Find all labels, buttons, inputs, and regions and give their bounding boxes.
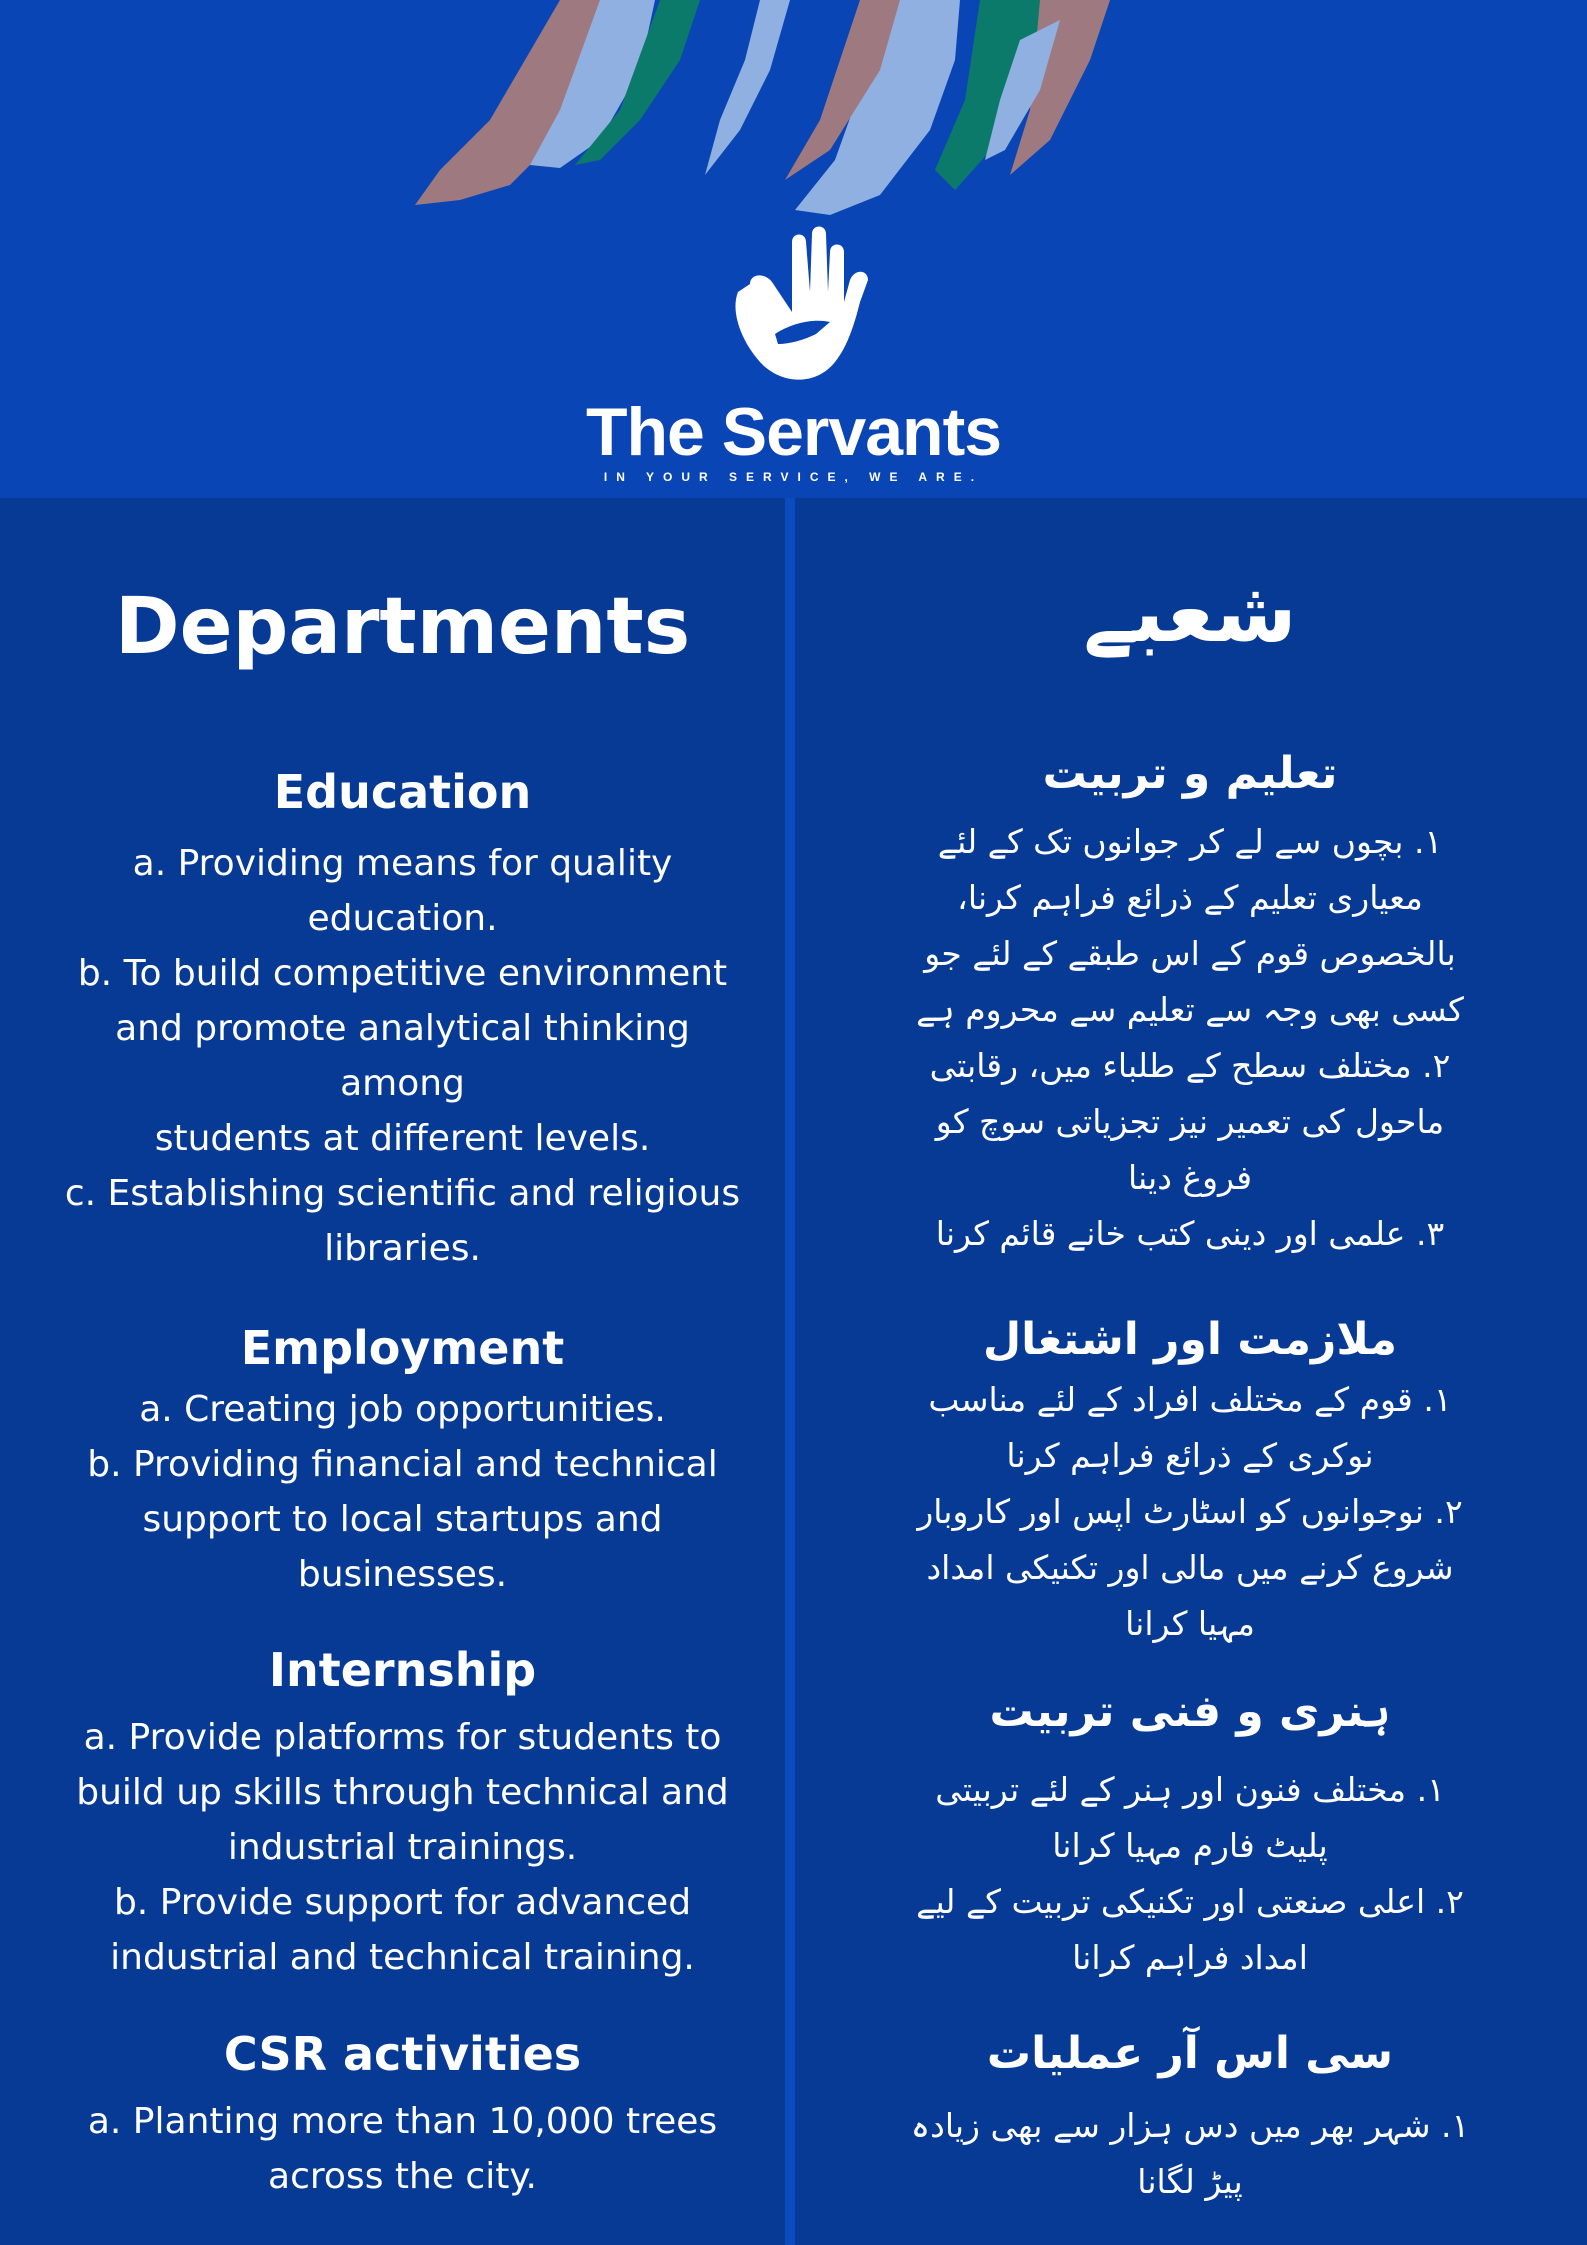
urdu-education-text: ١. بچوں سے لے کر جوانوں تک کے لئے معیاری… [916, 822, 1464, 1253]
brand-tagline: IN YOUR SERVICE, WE ARE. [603, 470, 984, 484]
education-heading: Education [273, 765, 532, 819]
urdu-employment-heading: ملازمت اور اشتغال [982, 1314, 1398, 1365]
csr-heading: CSR activities [223, 2027, 582, 2081]
employment-text: a. Creating job opportunities. b. Provid… [87, 1389, 718, 1595]
column-divider [785, 498, 795, 2245]
header-banner: The Servants IN YOUR SERVICE, WE ARE. [0, 0, 1587, 498]
brand-name: The Servants [585, 394, 1002, 470]
urdu-internship-text: ١. مختلف فنون اور ہنر کے لئے تربیتی پلیٹ… [916, 1770, 1464, 1977]
csr-text: a. Planting more than 10,000 trees acros… [87, 2101, 718, 2197]
urdu-employment-text: ١. قوم کے مختلف افراد کے لئے مناسب نوکری… [917, 1380, 1463, 1643]
urdu-education-heading: تعلیم و تربیت [1042, 748, 1338, 799]
internship-heading: Internship [268, 1643, 537, 1697]
paint-strokes-decoration [415, 0, 1110, 215]
internship-text: a. Provide platforms for students to bui… [76, 1717, 729, 1978]
employment-heading: Employment [240, 1321, 565, 1375]
urdu-internship-heading: ہنری و فنی تربیت [989, 1686, 1391, 1737]
urdu-csr-heading: سی اس آر عملیات [986, 2028, 1394, 2079]
education-text: a. Providing means for quality education… [64, 843, 741, 1269]
urdu-title: شعبے [1083, 563, 1297, 661]
urdu-csr-text: ١. شہر بھر میں دس ہزار سے بھی زیادہ پیڑ … [910, 2106, 1470, 2201]
departments-title: Departments [114, 582, 691, 672]
hand-logo-icon [735, 226, 868, 380]
